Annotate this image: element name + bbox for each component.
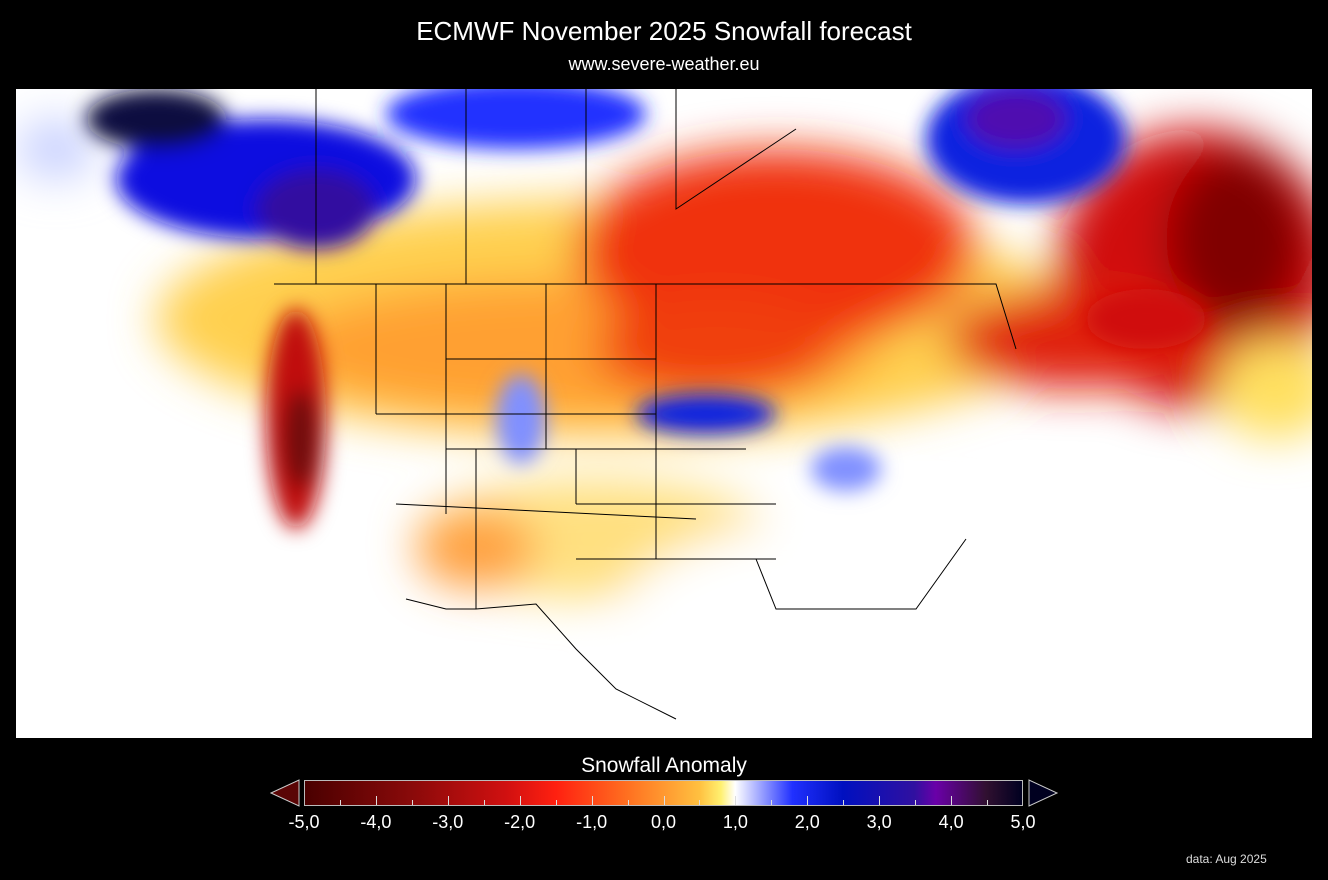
legend-tick xyxy=(447,796,449,805)
legend-tick xyxy=(915,800,917,805)
legend-tick xyxy=(771,800,773,805)
legend-tick xyxy=(339,800,341,805)
map-subtitle: www.severe-weather.eu xyxy=(568,54,760,74)
legend-tick-label: 1,0 xyxy=(722,812,748,832)
legend-tick xyxy=(987,800,989,805)
legend-title: Snowfall Anomaly xyxy=(581,754,747,777)
legend-tick xyxy=(663,796,665,805)
legend-tick xyxy=(591,796,593,805)
legend-extend-left-arrow xyxy=(270,779,300,807)
map-title: ECMWF November 2025 Snowfall forecast xyxy=(416,16,912,46)
data-date-note: data: Aug 2025 xyxy=(1186,852,1267,866)
legend-tick xyxy=(879,796,881,805)
legend-tick-label: -2,0 xyxy=(504,812,536,832)
legend-tick-label: 3,0 xyxy=(866,812,892,832)
legend-tick xyxy=(627,800,629,805)
legend-tick-label: 2,0 xyxy=(794,812,820,832)
legend-tick-label: -3,0 xyxy=(432,812,464,832)
legend-tick xyxy=(375,796,377,805)
legend-tick xyxy=(483,800,485,805)
legend-tick xyxy=(951,796,953,805)
legend-tick xyxy=(735,796,737,805)
legend-color-bar xyxy=(304,780,1023,806)
legend-tick xyxy=(699,800,701,805)
state-borders xyxy=(274,89,1017,720)
legend-tick xyxy=(411,800,413,805)
legend-tick-label: -5,0 xyxy=(288,812,320,832)
legend-tick xyxy=(555,800,557,805)
legend-tick xyxy=(843,800,845,805)
legend-tick-label: -1,0 xyxy=(576,812,608,832)
legend-tick-label: 0,0 xyxy=(650,812,677,832)
legend-tick xyxy=(807,796,809,805)
legend-tick-label: -4,0 xyxy=(360,812,392,832)
legend-tick-label: 5,0 xyxy=(1010,812,1036,832)
legend-extend-right-arrow xyxy=(1028,779,1059,807)
legend-tick-label: 4,0 xyxy=(938,812,964,832)
snowfall-anomaly-map xyxy=(16,89,1312,738)
legend-tick xyxy=(519,796,521,805)
